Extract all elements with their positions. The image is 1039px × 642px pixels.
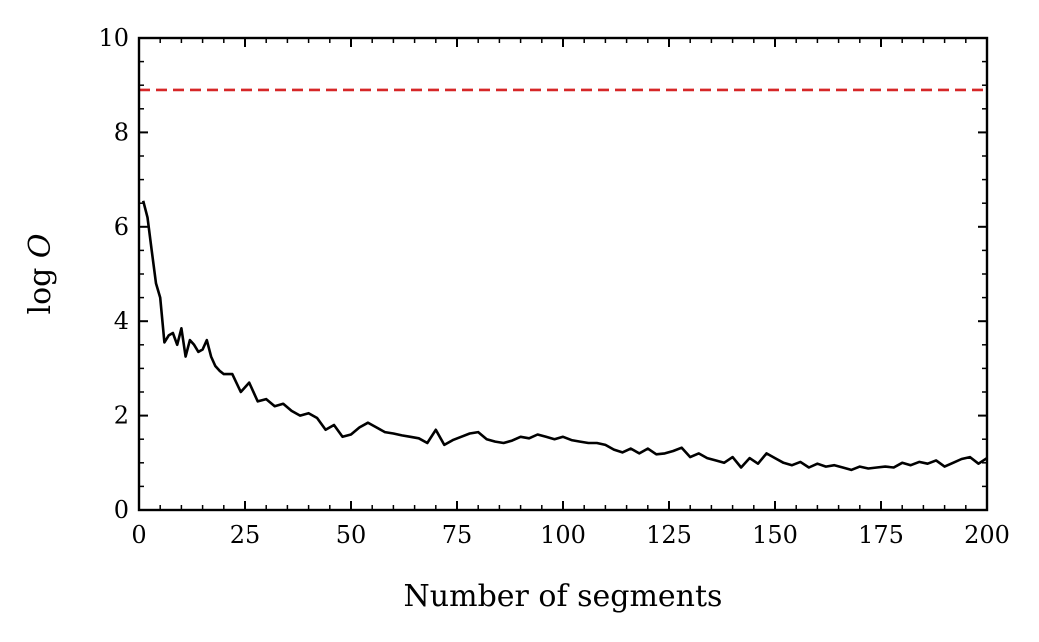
x-axis-label: Number of segments bbox=[404, 579, 723, 614]
x-tick-label: 200 bbox=[964, 521, 1010, 549]
y-tick-label: 6 bbox=[114, 213, 129, 241]
y-tick-label: 8 bbox=[114, 118, 129, 146]
x-tick-label: 100 bbox=[540, 521, 586, 549]
tick-labels: 0 25 50 75 100 125 150 175 200 0 2 4 6 8 10 bbox=[98, 24, 1009, 549]
y-tick-label: 0 bbox=[114, 496, 129, 524]
axis-ticks bbox=[138, 37, 988, 511]
x-tick-label: 75 bbox=[442, 521, 473, 549]
x-tick-label: 50 bbox=[336, 521, 367, 549]
y-tick-label: 10 bbox=[98, 24, 129, 52]
x-tick-label: 175 bbox=[858, 521, 904, 549]
y-tick-label: 2 bbox=[114, 402, 129, 430]
x-tick-label: 0 bbox=[131, 521, 146, 549]
x-tick-label: 125 bbox=[646, 521, 692, 549]
x-tick-label: 25 bbox=[230, 521, 261, 549]
plot-area bbox=[139, 88, 988, 472]
y-tick-label: 4 bbox=[114, 307, 129, 335]
axes-frame bbox=[137, 36, 989, 512]
y-axis-label: log O bbox=[23, 233, 58, 314]
series-line-0 bbox=[141, 200, 988, 472]
x-tick-label: 150 bbox=[752, 521, 798, 549]
